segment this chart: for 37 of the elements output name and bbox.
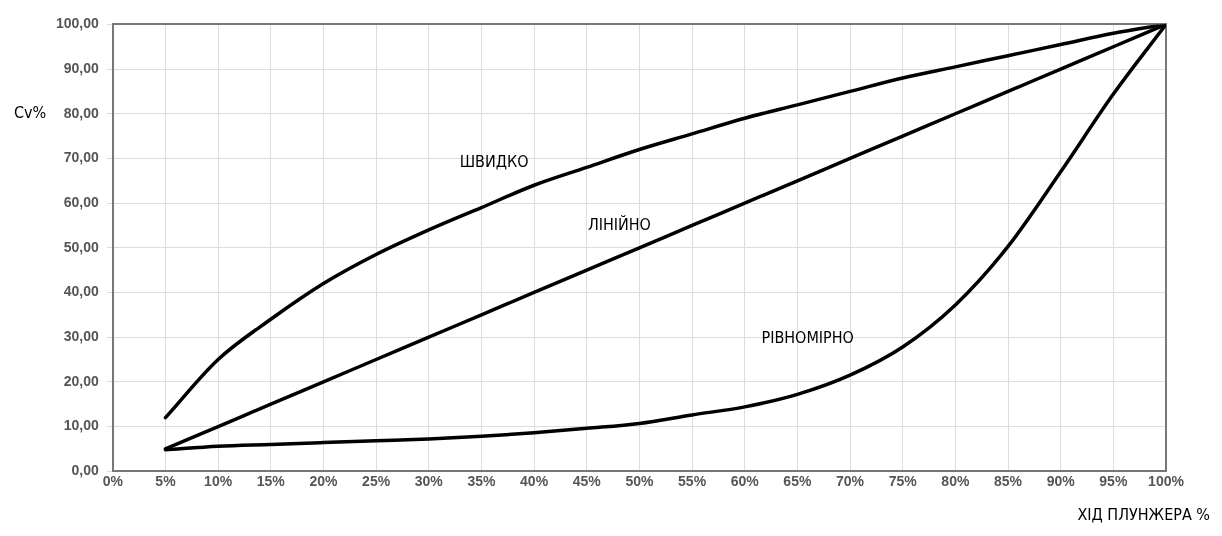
x-tick-label: 10% [204, 473, 233, 490]
x-tick-label: 75% [888, 473, 918, 490]
x-tick-label: 40% [520, 473, 549, 490]
y-tick-label: 100,00 [55, 15, 100, 32]
series-label: РІВНОМІРНО [761, 328, 854, 348]
x-tick-label: 30% [414, 473, 444, 490]
y-tick-label: 30,00 [63, 328, 100, 345]
x-tick-label: 20% [309, 473, 339, 490]
y-tick-label: 70,00 [63, 149, 100, 166]
y-tick-label: 60,00 [63, 193, 100, 210]
x-tick-label: 50% [625, 473, 654, 490]
y-tick-label: 90,00 [63, 59, 100, 76]
y-tick-label: 80,00 [63, 104, 100, 121]
x-tick-label: 95% [1099, 473, 1128, 490]
x-tick-label: 25% [362, 473, 391, 490]
x-tick-label: 70% [836, 473, 865, 490]
x-tick-label: 60% [730, 473, 760, 490]
x-tick-label: 65% [783, 473, 812, 490]
x-tick-label: 80% [941, 473, 970, 490]
y-tick-label: 0,00 [71, 462, 100, 479]
x-tick-label: 35% [467, 473, 496, 490]
y-tick-label: 50,00 [63, 238, 100, 255]
x-tick-label: 55% [678, 473, 707, 490]
y-tick-label: 20,00 [63, 372, 100, 389]
x-tick-label: 15% [256, 473, 286, 490]
x-axis-title: ХІД ПЛУНЖЕРА % [1077, 505, 1210, 525]
x-tick-label: 90% [1046, 473, 1076, 490]
series-label: ЛІНІЙНО [587, 214, 651, 234]
y-tick-label: 40,00 [63, 283, 100, 300]
x-tick-label: 5% [155, 473, 177, 490]
x-tick-label: 0% [102, 473, 124, 490]
series-label: ШВИДКО [459, 152, 529, 172]
x-tick-label: 45% [572, 473, 602, 490]
x-tick-label: 100% [1148, 473, 1185, 490]
y-tick-label: 10,00 [63, 417, 100, 434]
y-axis-title: Cv% [14, 102, 47, 122]
x-tick-label: 85% [994, 473, 1023, 490]
